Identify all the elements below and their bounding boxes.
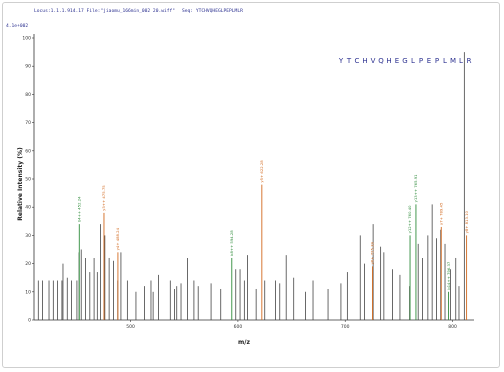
peak-label: y5+ 622.28 [259, 160, 264, 183]
peak-label: y6+ 725.39 [370, 241, 375, 264]
sequence-residue: Q [378, 57, 384, 65]
sequence-residue: H [362, 57, 367, 65]
y-tick-label: 0 [28, 318, 31, 324]
sequence-residue: E [395, 57, 399, 65]
x-tick-label: 600 [234, 324, 243, 330]
sequence-residue: L [459, 57, 463, 65]
y-tick-label: 70 [25, 120, 31, 126]
sequence-residue: P [419, 57, 423, 65]
peak-label: b14++ 796.37 [446, 261, 451, 290]
chart-axes: 0 10 20 30 40 50 60 70 80 90 100 500 600 700 800 [22, 34, 474, 330]
peak-label: y8+ 813.10 [464, 210, 469, 233]
spectrum-panel [2, 2, 500, 368]
peak-label: y4+ 488.24 [115, 227, 120, 250]
intensity-scale: 4.1e+002 [6, 23, 28, 29]
sequence-residue: G [402, 57, 407, 65]
sequence-residue: T [346, 57, 352, 65]
sequence-residue: E [427, 57, 431, 65]
peak-label: b4++ 452.24 [76, 196, 81, 222]
sequence-residue: L [443, 57, 447, 65]
sequence-residue: C [355, 57, 360, 65]
locus-header: Locus:1.1.1.914.17 File:"jiaomu_166min_0… [34, 8, 175, 14]
y-axis-label: Relative Intensity (%) [17, 147, 24, 221]
y-tick-label: 20 [25, 261, 31, 267]
sequence-residue: Y [338, 57, 344, 65]
peak-label: y12++ 760.40 [407, 205, 412, 234]
sequence-residue: L [411, 57, 415, 65]
x-tick-label: 800 [448, 324, 457, 330]
y-tick-label: 30 [25, 233, 31, 239]
y-tick-label: 60 [25, 148, 31, 154]
sequence-header: Seq: YTCHVQHEGLPEPLMLR [182, 8, 243, 14]
x-tick-label: 700 [341, 324, 350, 330]
y-tick-label: 90 [25, 64, 31, 70]
y-tick-label: 10 [25, 289, 31, 295]
sequence-residue: M [450, 57, 456, 65]
sequence-residue: P [435, 57, 439, 65]
y-tick-label: 80 [25, 92, 31, 98]
y-tick-label: 40 [25, 205, 31, 211]
y-tick-label: 100 [22, 36, 31, 42]
peak-label: y13++ 765.91 [413, 174, 418, 203]
sequence-residue: R [467, 57, 472, 65]
x-axis-label: m/z [238, 339, 250, 346]
sequence-residue: H [386, 57, 391, 65]
peak-label-series: b4++ 452.24 y3++ 475.75 y4+ 488.24 b8++ 594… [76, 160, 469, 320]
peak-label: y7+ 789.45 [438, 202, 443, 225]
peak-label: y3++ 475.75 [101, 185, 106, 211]
peak-label: b8++ 594.28 [229, 230, 234, 256]
y-tick-label: 50 [25, 177, 31, 183]
sequence-residue: V [371, 57, 376, 65]
x-tick-label: 500 [126, 324, 135, 330]
